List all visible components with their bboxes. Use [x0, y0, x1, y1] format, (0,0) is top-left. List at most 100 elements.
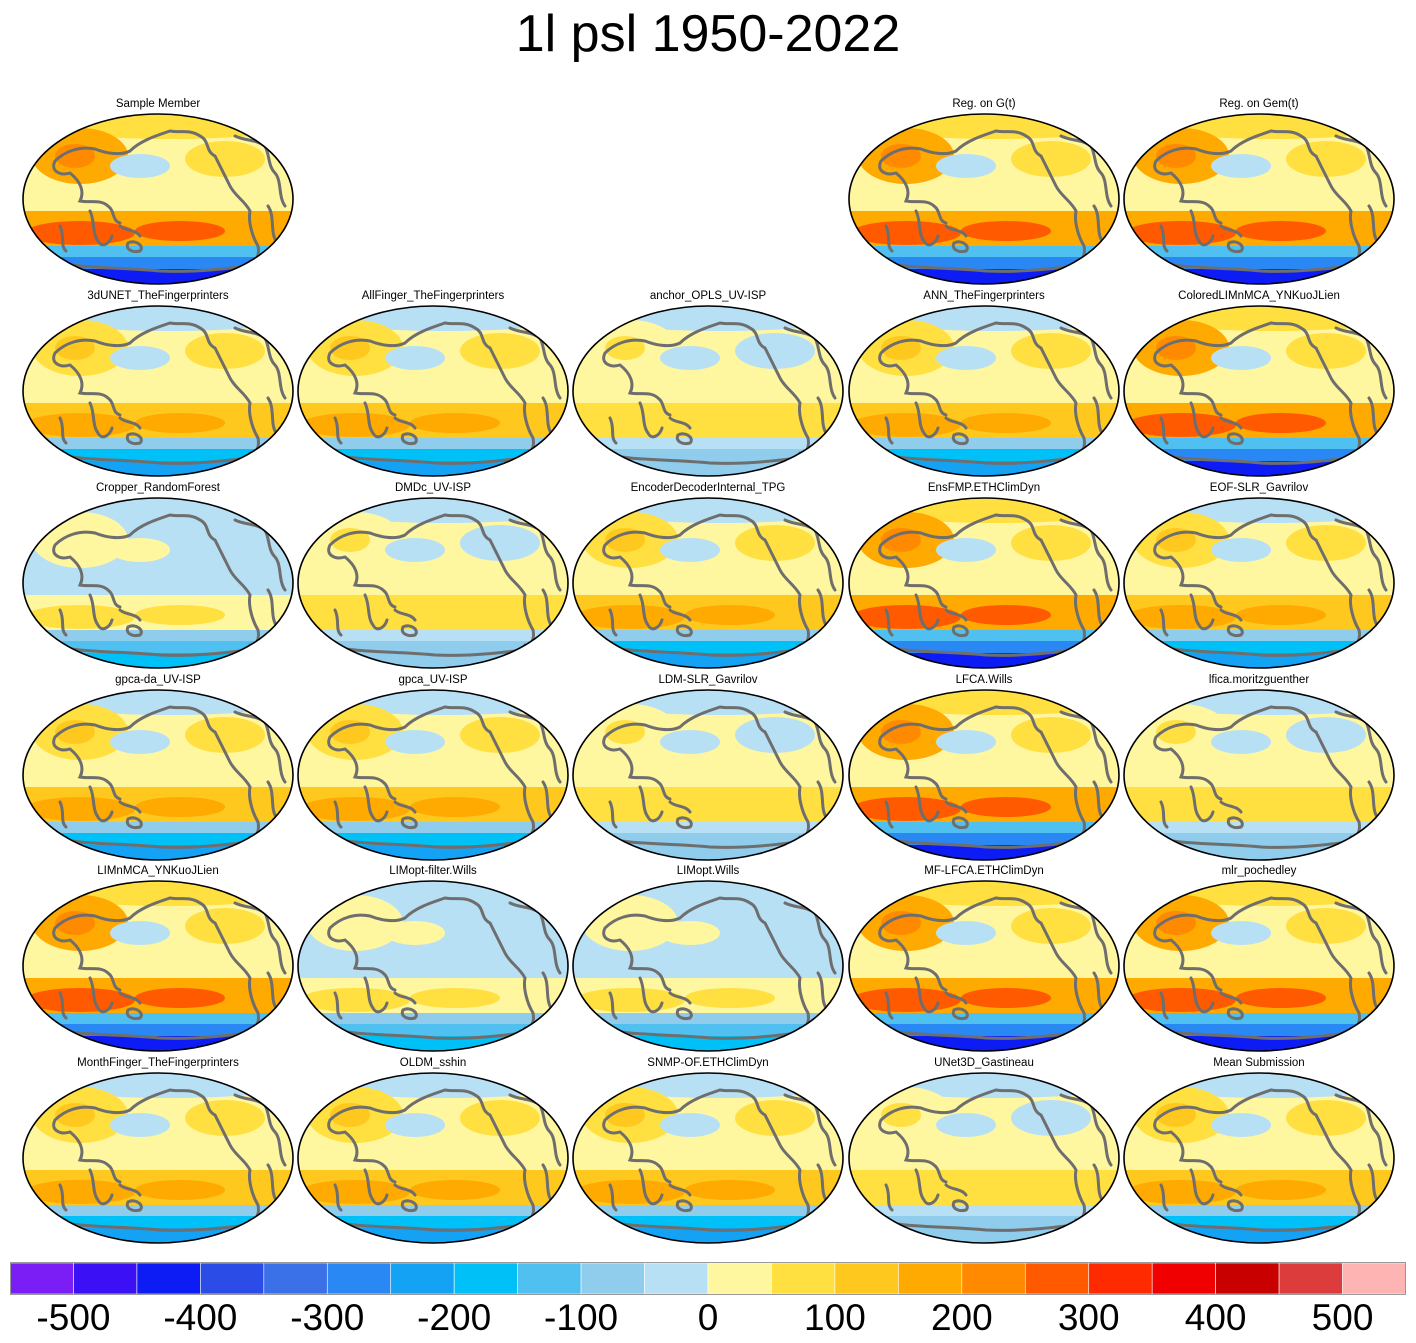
panel-title: 3dUNET_TheFingerprinters	[87, 290, 229, 302]
map-outline	[572, 497, 844, 669]
map-panel: Sample Member	[20, 97, 296, 287]
coastline	[944, 1183, 969, 1212]
asia-anomaly-core	[1156, 720, 1196, 744]
southern-band-core	[135, 1180, 225, 1200]
coastline	[884, 416, 894, 445]
southern-band-core	[961, 1180, 1051, 1200]
map-outline	[848, 1072, 1120, 1244]
pacific-anomaly-field	[660, 538, 720, 562]
southern-band-core	[1126, 988, 1236, 1012]
coastline	[668, 1183, 693, 1212]
coastline	[1334, 901, 1388, 975]
coastline	[52, 129, 172, 225]
coastline	[333, 608, 343, 637]
coastline	[638, 1168, 664, 1206]
southern-ocean-band	[573, 1013, 843, 1027]
southern-band-core	[851, 221, 961, 245]
globe-map	[297, 305, 569, 477]
pacific-anomaly-field	[110, 346, 170, 370]
coastline	[1153, 513, 1273, 609]
coastline	[118, 1183, 143, 1212]
map-outline	[848, 113, 1120, 285]
map-panel: Reg. on Gem(t)	[1121, 97, 1397, 287]
coastline	[884, 608, 894, 637]
globe-map	[1123, 1072, 1395, 1244]
pacific-anomaly-field	[385, 730, 445, 754]
southern-band-core	[851, 413, 961, 437]
panel-title: LFCA.Wills	[955, 674, 1013, 686]
globe-map	[22, 880, 294, 1052]
southern-ocean-band	[849, 246, 1119, 260]
panel-title: OLDM_sshin	[399, 1057, 467, 1069]
southern-band-core	[961, 988, 1051, 1008]
southern-band-core	[135, 605, 225, 625]
southern-band-core	[1236, 797, 1326, 817]
coastline	[508, 901, 562, 975]
southern-band-core	[1236, 413, 1326, 433]
colorbar-swatch	[390, 1262, 455, 1295]
map-outline	[22, 305, 294, 477]
panel-title: gpca-da_UV-ISP	[115, 674, 201, 686]
map-outline	[572, 1072, 844, 1244]
panel-title: LDM-SLR_Gavrilov	[658, 674, 758, 686]
southern-ocean-band	[1124, 1205, 1394, 1219]
coastline	[233, 901, 287, 975]
coastline	[1153, 896, 1273, 992]
globe-map	[572, 1072, 844, 1244]
coastline	[914, 785, 940, 823]
coastline	[1189, 209, 1215, 247]
coastline	[718, 1088, 810, 1222]
panel-title: mlr_pochedley	[1221, 865, 1297, 877]
coastline	[608, 608, 618, 637]
pacific-anomaly-field	[936, 730, 996, 754]
globe-map	[572, 880, 844, 1052]
coastline	[1159, 224, 1169, 253]
colorbar-tick-label: 0	[697, 1297, 719, 1338]
pacific-anomaly-field	[385, 921, 445, 945]
atlantic-anomaly-field	[1011, 908, 1091, 944]
panel-title: UNet3D_Gastineau	[934, 1057, 1034, 1069]
coastline	[88, 593, 114, 631]
coastline	[233, 134, 287, 208]
coastline	[1059, 518, 1113, 592]
coastline	[88, 976, 114, 1014]
colorbar-tick-label: 100	[804, 1297, 866, 1338]
coastline	[1219, 1183, 1244, 1212]
southern-ocean-band	[1124, 246, 1394, 260]
map-panel: SNMP-OF.ETHClimDyn	[570, 1056, 846, 1246]
southern-band-core	[300, 797, 410, 821]
coastline	[393, 416, 418, 445]
southern-band-core	[25, 988, 135, 1012]
southern-band-core	[135, 413, 225, 433]
map-panel: Cropper_RandomForest	[20, 481, 296, 671]
colorbar	[10, 1262, 1406, 1295]
coastline	[914, 209, 940, 247]
coastline	[333, 1183, 343, 1212]
atlantic-anomaly-field	[185, 717, 265, 753]
coastline	[884, 800, 894, 829]
coastline	[602, 1088, 722, 1184]
coastline	[327, 513, 447, 609]
panel-title: MonthFinger_TheFingerprinters	[77, 1057, 239, 1069]
coastline	[638, 593, 664, 631]
coastline	[1219, 991, 1244, 1020]
map-panel: LIMopt.Wills	[570, 864, 846, 1054]
southern-band-core	[1126, 413, 1236, 437]
panel-title: gpca_UV-ISP	[398, 674, 468, 686]
coastline	[88, 1168, 114, 1206]
southern-ocean-band	[1124, 630, 1394, 644]
asia-anomaly-core	[330, 720, 370, 744]
map-outline	[297, 689, 569, 861]
coastline	[608, 416, 618, 445]
southern-band-core	[685, 988, 775, 1008]
southern-band-core	[25, 605, 135, 629]
coastline	[1334, 710, 1388, 784]
map-panel: Mean Submission	[1121, 1056, 1397, 1246]
southern-band-core	[1236, 1180, 1326, 1200]
coastline	[783, 710, 837, 784]
coastline	[168, 321, 260, 455]
coastline	[1269, 896, 1361, 1030]
map-panel: DMDc_UV-ISP	[295, 481, 571, 671]
coastline	[118, 416, 143, 445]
asia-anomaly-core	[1156, 911, 1196, 935]
